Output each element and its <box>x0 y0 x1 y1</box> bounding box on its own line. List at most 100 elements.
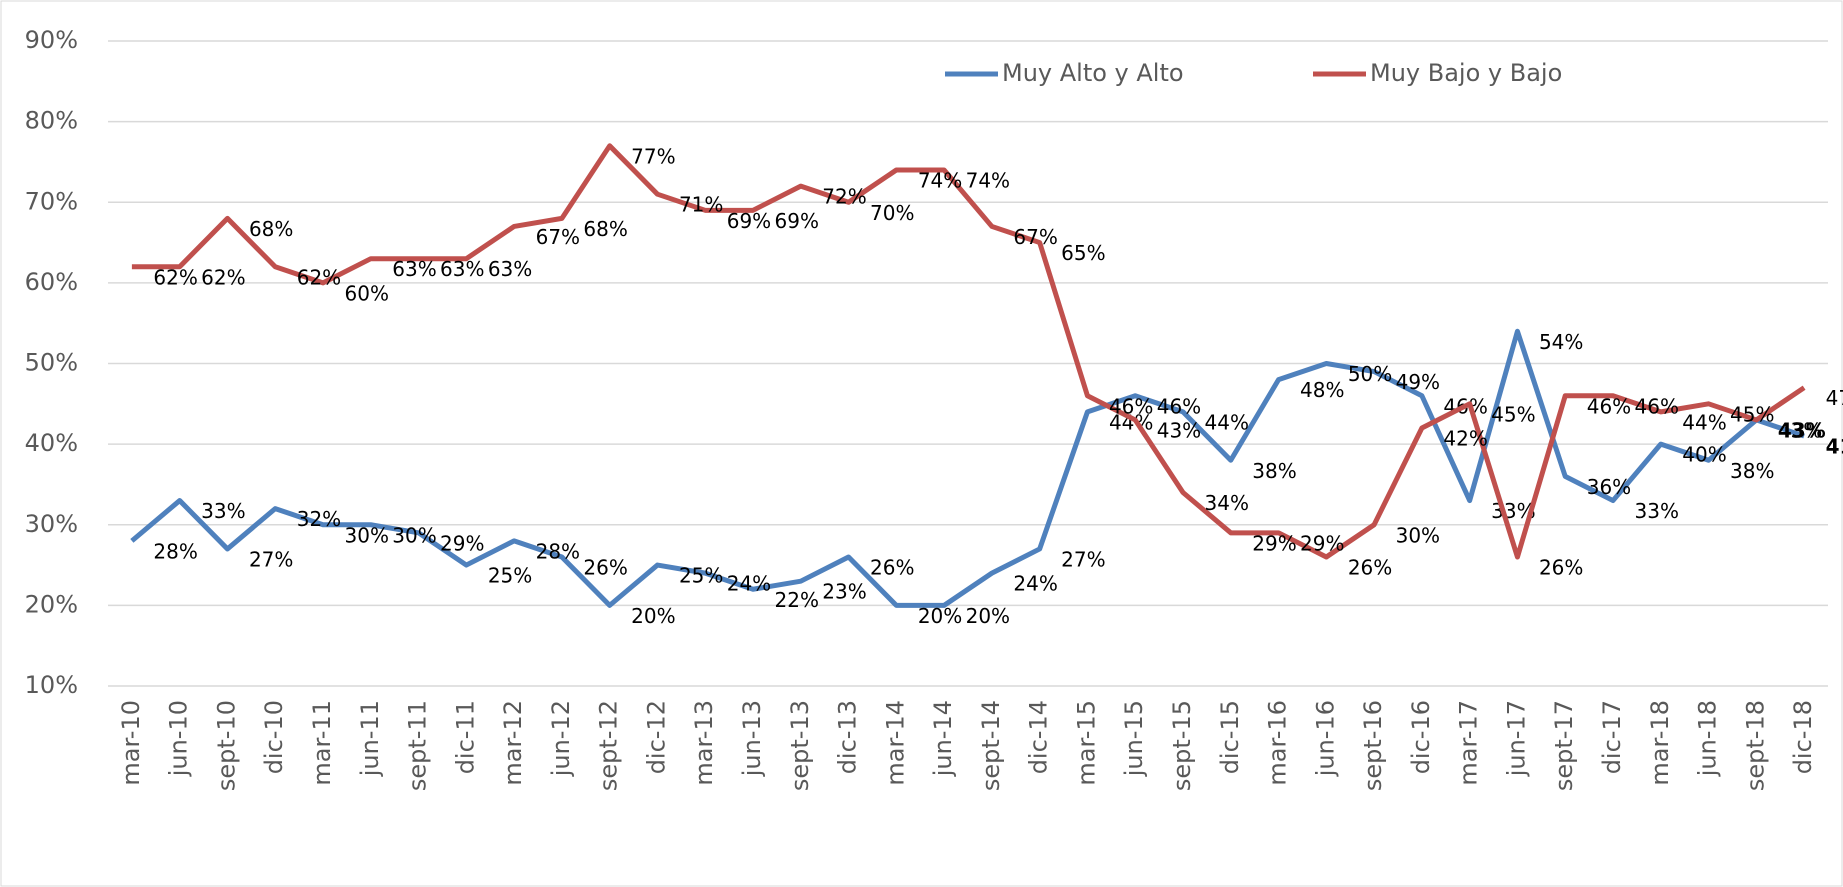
x-tick-label: mar-18 <box>1646 700 1674 786</box>
legend-label: Muy Alto y Alto <box>1002 59 1184 87</box>
data-label: 69% <box>775 209 819 233</box>
data-label: 38% <box>1730 459 1774 483</box>
data-label: 20% <box>918 604 962 628</box>
y-tick-label: 80% <box>25 107 78 135</box>
x-tick-label: jun-14 <box>929 700 957 777</box>
data-label: 36% <box>1587 475 1631 499</box>
data-label: 60% <box>345 281 389 305</box>
x-tick-label: sept-15 <box>1168 700 1196 791</box>
data-label: 45% <box>1730 402 1774 426</box>
data-label: 71% <box>679 193 723 217</box>
data-label: 74% <box>966 169 1010 193</box>
data-label: 32% <box>297 507 341 531</box>
x-tick-label: sept-16 <box>1359 700 1387 791</box>
y-tick-label: 60% <box>25 268 78 296</box>
x-tick-label: sept-14 <box>977 700 1005 791</box>
x-tick-label: dic-18 <box>1789 700 1817 774</box>
data-label: 63% <box>488 257 532 281</box>
x-tick-label: mar-15 <box>1072 700 1100 786</box>
x-tick-label: mar-17 <box>1455 700 1483 786</box>
x-tick-label: dic-11 <box>451 700 479 774</box>
data-label: 63% <box>440 257 484 281</box>
data-label: 34% <box>1205 491 1249 515</box>
data-label: 25% <box>488 564 532 588</box>
data-label: 67% <box>1013 225 1057 249</box>
data-label: 42% <box>1443 427 1487 451</box>
x-tick-label: jun-13 <box>738 700 766 777</box>
data-label: 26% <box>583 556 627 580</box>
data-label: 28% <box>536 539 580 563</box>
data-label: 68% <box>583 217 627 241</box>
data-label: 49% <box>1396 370 1440 394</box>
data-label: 44% <box>1682 410 1726 434</box>
data-label: 28% <box>153 539 197 563</box>
data-label: 33% <box>1635 499 1679 523</box>
x-tick-label: jun-12 <box>547 700 575 777</box>
x-tick-label: sept-11 <box>404 700 432 791</box>
data-label: 22% <box>775 588 819 612</box>
data-label: 27% <box>1061 547 1105 571</box>
data-label: 24% <box>1013 572 1057 596</box>
x-tick-label: jun-11 <box>356 700 384 777</box>
data-label: 67% <box>536 225 580 249</box>
data-label: 68% <box>249 217 293 241</box>
data-label: 62% <box>201 265 245 289</box>
data-label: 20% <box>966 604 1010 628</box>
data-label: 44% <box>1109 410 1153 434</box>
y-tick-label: 20% <box>25 590 78 618</box>
y-tick-label: 50% <box>25 349 78 377</box>
x-tick-label: dic-10 <box>260 700 288 774</box>
x-tick-label: mar-12 <box>499 700 527 786</box>
data-label: 65% <box>1061 241 1105 265</box>
data-label: 47% <box>1826 386 1843 410</box>
data-label: 50% <box>1348 362 1392 386</box>
x-tick-label: mar-10 <box>117 700 145 786</box>
data-label: 30% <box>1396 523 1440 547</box>
data-label: 70% <box>870 201 914 225</box>
data-label: 44% <box>1205 410 1249 434</box>
data-label: 74% <box>918 169 962 193</box>
data-label: 62% <box>153 265 197 289</box>
series-line <box>131 143 1806 560</box>
data-label: 26% <box>870 556 914 580</box>
x-tick-label: dic-13 <box>834 700 862 774</box>
data-label: 41% <box>1826 435 1843 459</box>
x-tick-label: mar-14 <box>881 700 909 786</box>
y-tick-label: 40% <box>25 429 78 457</box>
data-label: 26% <box>1539 556 1583 580</box>
data-label: 63% <box>392 257 436 281</box>
data-label: 54% <box>1539 330 1583 354</box>
data-label: 43% <box>1778 418 1822 442</box>
x-tick-label: dic-12 <box>642 700 670 774</box>
data-label: 62% <box>297 265 341 289</box>
x-tick-label: dic-16 <box>1407 700 1435 774</box>
x-tick-label: dic-17 <box>1598 700 1626 774</box>
y-tick-label: 70% <box>25 187 78 215</box>
data-label: 26% <box>1348 556 1392 580</box>
data-label: 48% <box>1300 378 1344 402</box>
data-label: 43% <box>1778 418 1826 442</box>
data-label: 46% <box>1635 394 1679 418</box>
data-label: 23% <box>822 580 866 604</box>
y-tick-label: 90% <box>25 26 78 54</box>
data-label: 20% <box>631 604 675 628</box>
x-tick-label: mar-11 <box>308 700 336 786</box>
data-label: 30% <box>392 523 436 547</box>
data-label: 24% <box>727 572 771 596</box>
data-label: 46% <box>1587 394 1631 418</box>
data-label: 29% <box>1300 531 1344 555</box>
data-label: 46% <box>1157 394 1201 418</box>
data-label: 40% <box>1682 443 1726 467</box>
data-label: 72% <box>822 185 866 209</box>
x-tick-label: jun-18 <box>1694 700 1722 777</box>
data-label: 25% <box>679 564 723 588</box>
x-tick-label: dic-14 <box>1025 700 1053 774</box>
x-tick-label: jun-10 <box>165 700 193 777</box>
data-label: 33% <box>201 499 245 523</box>
data-label: 38% <box>1252 459 1296 483</box>
data-label: 30% <box>345 523 389 547</box>
legend-label: Muy Bajo y Bajo <box>1370 59 1562 87</box>
x-tick-label: mar-16 <box>1264 700 1292 786</box>
x-tick-label: sept-12 <box>595 700 623 791</box>
